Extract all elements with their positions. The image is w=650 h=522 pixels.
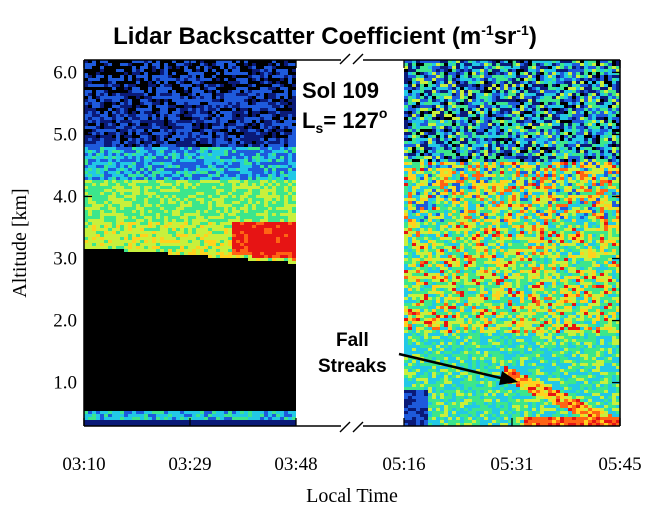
y-tick-label: 4.0 [53, 186, 77, 207]
x-tick-label: 03:10 [62, 454, 105, 475]
y-tick-label: 6.0 [53, 62, 77, 83]
fall-streaks-label-line2: Streaks [318, 356, 387, 377]
y-tick-label: 1.0 [53, 373, 77, 394]
chart-title: Lidar Backscatter Coefficient (m-1sr-1) [113, 22, 537, 50]
x-tick-label: 03:48 [274, 454, 317, 475]
axis-break-bottom [339, 419, 364, 433]
x-tick-label: 05:31 [490, 454, 533, 475]
heatmap-panel-early [84, 60, 296, 426]
x-axis-ticks: 03:10 03:29 03:48 05:16 05:31 05:45 [62, 60, 642, 475]
x-tick-label: 05:45 [598, 454, 641, 475]
fall-streaks-label-line1: Fall [336, 330, 369, 351]
ls-label: Ls= 127o [302, 105, 387, 136]
sol-label: Sol 109 [302, 78, 379, 103]
y-axis-ticks: 1.0 2.0 3.0 4.0 5.0 6.0 [53, 62, 620, 394]
x-tick-label: 03:29 [168, 454, 211, 475]
y-tick-label: 2.0 [53, 311, 77, 332]
x-tick-label: 05:16 [382, 454, 425, 475]
axis-break-top [339, 52, 364, 66]
heatmap-panel-late [404, 60, 620, 426]
y-tick-label: 5.0 [53, 124, 77, 145]
y-axis-label: Altitude [km] [9, 188, 31, 297]
x-axis-label: Local Time [306, 485, 398, 507]
y-tick-label: 3.0 [53, 249, 77, 270]
fall-streaks-arrow [398, 352, 518, 385]
